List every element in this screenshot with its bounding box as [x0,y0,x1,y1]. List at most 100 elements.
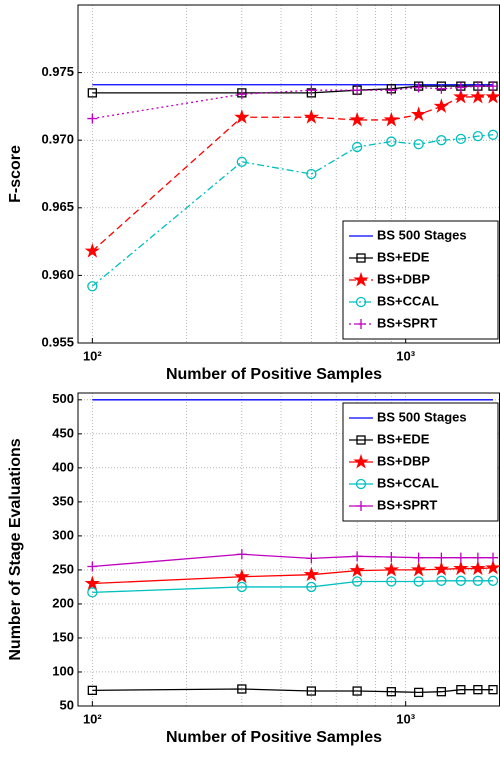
marker-square [237,684,247,694]
marker-circle [436,575,447,586]
y-tick-label: 50 [60,697,74,712]
y-tick-label: 100 [52,663,74,678]
marker-plus [87,113,98,124]
y-tick-label: 0.955 [41,334,74,349]
legend-marker [355,296,367,308]
marker-square [87,685,97,695]
marker-square [413,687,424,698]
y-tick-label: 400 [52,459,74,474]
marker-plus [87,561,98,572]
marker-square [306,686,317,696]
series-line [92,688,494,694]
marker-circle [472,575,484,586]
y-tick-label: 0.960 [41,267,74,282]
marker-plus [236,549,247,560]
legend-label: BS+EDE [377,249,430,264]
marker-circle [487,129,499,140]
x-axis-title: Number of Positive Samples [166,366,382,383]
marker-circle [87,587,98,598]
marker-circle [236,156,247,167]
marker-square [456,685,466,695]
legend-label: BS+CCAL [377,475,439,490]
legend-label: BS 500 Stages [377,409,467,424]
marker-star [485,88,500,104]
marker-circle [351,141,363,153]
marker-star [303,566,320,582]
legend-marker [353,271,369,287]
marker-plus [236,89,247,100]
marker-square [473,685,483,695]
marker-star [84,242,101,258]
marker-plus [488,81,499,92]
legend-label: BS+SPRT [377,315,437,330]
marker-plus [436,552,447,563]
marker-circle [413,576,424,587]
legend-marker [356,319,366,329]
legend-box [342,220,499,340]
marker-star [470,88,486,104]
marker-star [234,568,250,584]
marker-plus [472,552,483,563]
marker-square [436,687,447,697]
x-tick-label: 10³ [396,711,415,726]
marker-square [488,685,498,695]
y-axis-title: Number of Stage Evaluations [7,438,24,660]
marker-circle [87,281,98,292]
marker-circle [487,575,499,586]
series-line [91,134,494,287]
marker-plus [455,82,466,93]
marker-star [433,98,450,113]
y-tick-label: 0.970 [41,132,74,147]
marker-plus [306,85,317,96]
marker-star [383,561,400,577]
marker-circle [436,135,447,146]
marker-star [453,88,469,104]
series-line [92,553,494,568]
marker-plus [436,83,447,94]
marker-star [383,111,400,127]
x-tick-label: 10² [83,348,102,363]
marker-circle [413,139,424,150]
legend-label: BS+SPRT [377,497,437,512]
marker-plus [455,552,466,563]
marker-circle [306,168,317,180]
marker-star [470,560,486,576]
x-tick-label: 10³ [396,348,415,363]
legend-marker [353,453,369,469]
marker-plus [413,552,424,563]
marker-plus [472,81,483,92]
marker-circle [472,130,484,142]
marker-circle [455,133,467,144]
series-line [92,580,494,594]
series-line [92,85,494,120]
marker-star [485,559,500,575]
marker-plus [306,553,317,564]
legend-label: BS+DBP [377,453,430,468]
marker-plus [386,551,397,562]
y-tick-label: 350 [52,493,74,508]
marker-circle [306,581,317,593]
y-tick-label: 250 [52,561,74,576]
marker-star [84,575,101,591]
marker-plus [386,85,397,96]
series-line [92,567,494,585]
marker-star [349,111,365,127]
marker-circle [351,576,363,587]
marker-circle [386,136,397,147]
y-tick-label: 450 [52,425,74,440]
y-axis-title: F-score [7,145,24,203]
y-tick-label: 0.975 [41,64,74,79]
marker-square [352,686,362,696]
marker-star [410,561,427,577]
marker-star [453,560,469,576]
y-tick-label: 500 [52,391,74,406]
marker-plus [352,85,363,96]
legend-marker [356,501,366,511]
marker-square [87,88,97,98]
legend-marker [356,435,366,445]
marker-circle [386,576,397,587]
marker-square [386,687,396,697]
legend-label: BS+DBP [377,271,430,286]
legend-label: BS+CCAL [377,293,439,308]
series-line [92,85,494,94]
